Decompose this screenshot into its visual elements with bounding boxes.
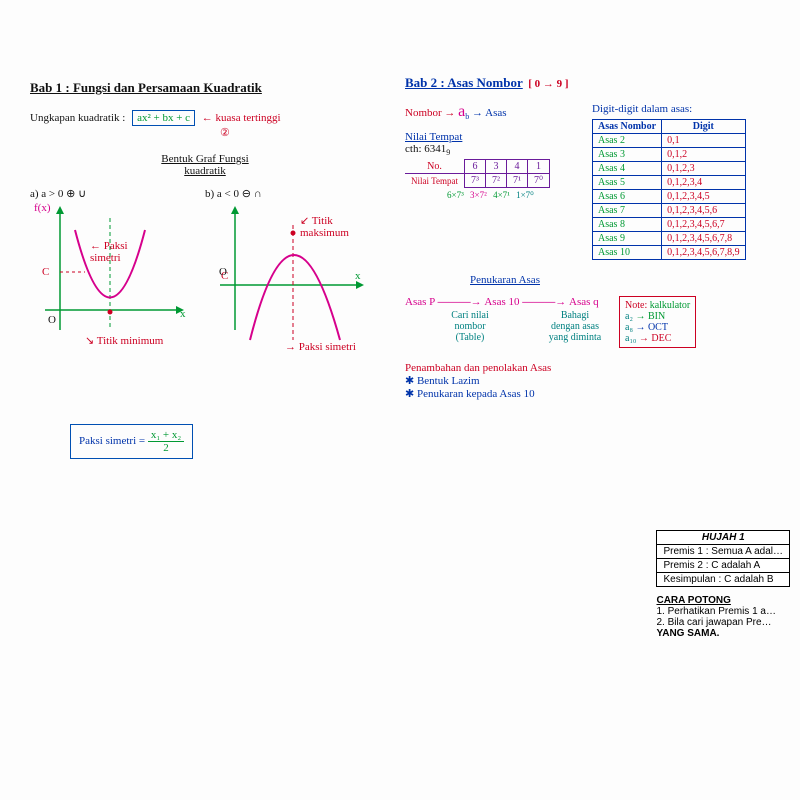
nilai-below: 6×7³ 3×7² 4×7¹ 1×7⁰ [405,190,580,201]
nilai-tempat-table: No. 6 3 4 1 Nilai Tempat 7³ 7² 7¹ 7⁰ [405,159,550,188]
quadratic-expression: ax² + bx + c [132,110,195,126]
bentuk-header-1: Bentuk Graf Fungsi [30,153,380,165]
nilai-tempat-header: Nilai Tempat [405,131,462,143]
digit-header: Digit-digit dalam asas: [592,103,746,115]
o-label-b: O [219,266,389,278]
o-label-a: O [48,314,213,326]
penambahan-header: Penambahan dan penolakan Asas [405,362,785,374]
hujah-table: HUJAH 1 Premis 1 : Semua A adal… Premis … [656,530,790,587]
flow-note-1: Cari nilai nombor (Table) [435,310,505,343]
bullet-2: ✱ Penukaran kepada Asas 10 [405,387,785,400]
case-a-label: a) a > 0 ⊕ ∪ [30,187,195,200]
c-label-a: C [42,266,207,278]
calculator-note: Note: kalkulator a₂ → BIN a₈ → OCT a₁₀ →… [619,296,696,348]
bab2-title: Bab 2 : Asas Nombor [ 0 → 9 ] [405,75,785,91]
ungkapan-label: Ungkapan kuadratik : [30,112,125,124]
nombor-line: Nombor → ab → Asas [405,103,580,121]
penukaran-header: Penukaran Asas [405,274,605,286]
paksi-formula: Paksi simetri = x₁ + x₂ 2 [70,424,193,459]
case-b-label: b) a < 0 ⊖ ∩ [205,187,375,200]
bullet-1: ✱ Bentuk Lazim [405,374,785,387]
cth-line: cth: 63419 [405,143,580,157]
flow-note-2: Bahagi dengan asas yang diminta [535,310,615,343]
digit-table: Asas NomborDigit Asas 20,1 Asas 30,1,2 A… [592,119,746,260]
titik-max: ↙ Titik maksimum [300,214,370,239]
cara-potong: CARA POTONG 1. Perhatikan Premis 1 a… 2.… [656,595,790,639]
titik-min: ↘ Titik minimum [85,334,250,347]
bentuk-header-2: kuadratik [30,165,380,177]
flow-diagram: Asas P ———→ Asas 10 ———→ Asas q Cari nil… [405,296,615,343]
kuasa-label: ← kuasa tertinggi [202,112,281,124]
kuasa-circle: ② [220,126,380,139]
paksi-simetri-a: ← Paksi simetri [90,240,150,264]
bab1-title: Bab 1 : Fungsi dan Persamaan Kuadratik [30,80,380,96]
fx-label: f(x) [34,202,199,214]
